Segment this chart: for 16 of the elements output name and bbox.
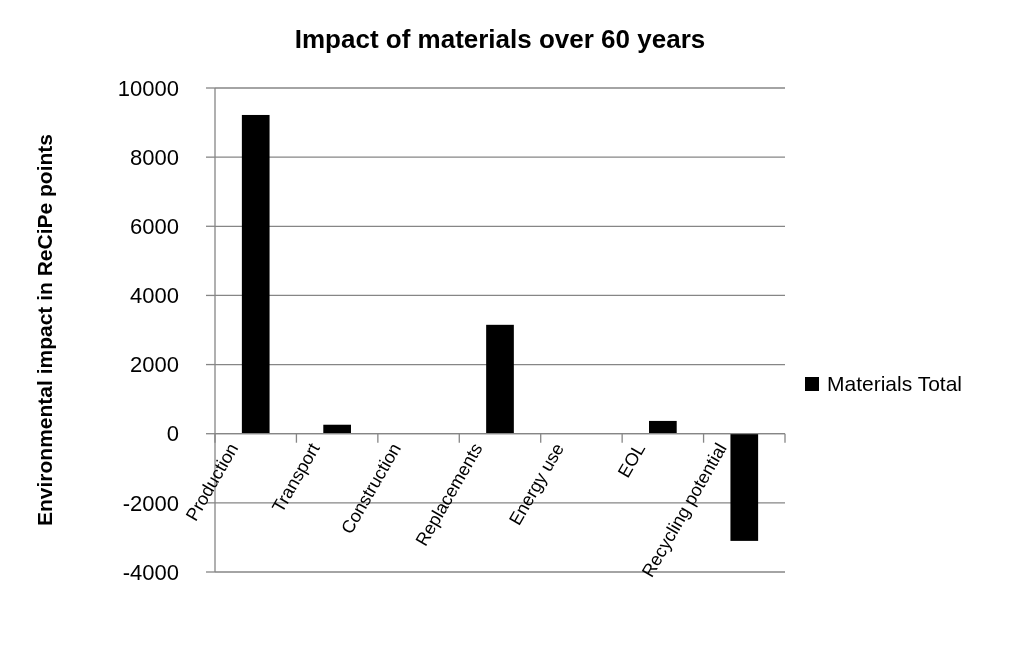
y-tick-label: 2000: [130, 352, 179, 378]
y-tick-label: -4000: [122, 559, 179, 585]
y-tick-label: 0: [166, 421, 179, 447]
chart-title: Impact of materials over 60 years: [294, 24, 706, 54]
bar: [323, 424, 351, 434]
y-tick-label: 4000: [130, 283, 179, 309]
bar: [241, 114, 270, 434]
legend-label: Materials Total: [827, 372, 963, 396]
y-tick-label: 10000: [117, 75, 179, 101]
y-tick-label: 6000: [130, 213, 179, 239]
y-tick-label: 8000: [130, 144, 179, 170]
bar: [486, 324, 514, 434]
y-tick-label: -2000: [122, 490, 179, 516]
bar: [649, 420, 677, 434]
bar: [730, 433, 759, 541]
y-axis-title: Environmental impact in ReCiPe points: [33, 133, 56, 527]
